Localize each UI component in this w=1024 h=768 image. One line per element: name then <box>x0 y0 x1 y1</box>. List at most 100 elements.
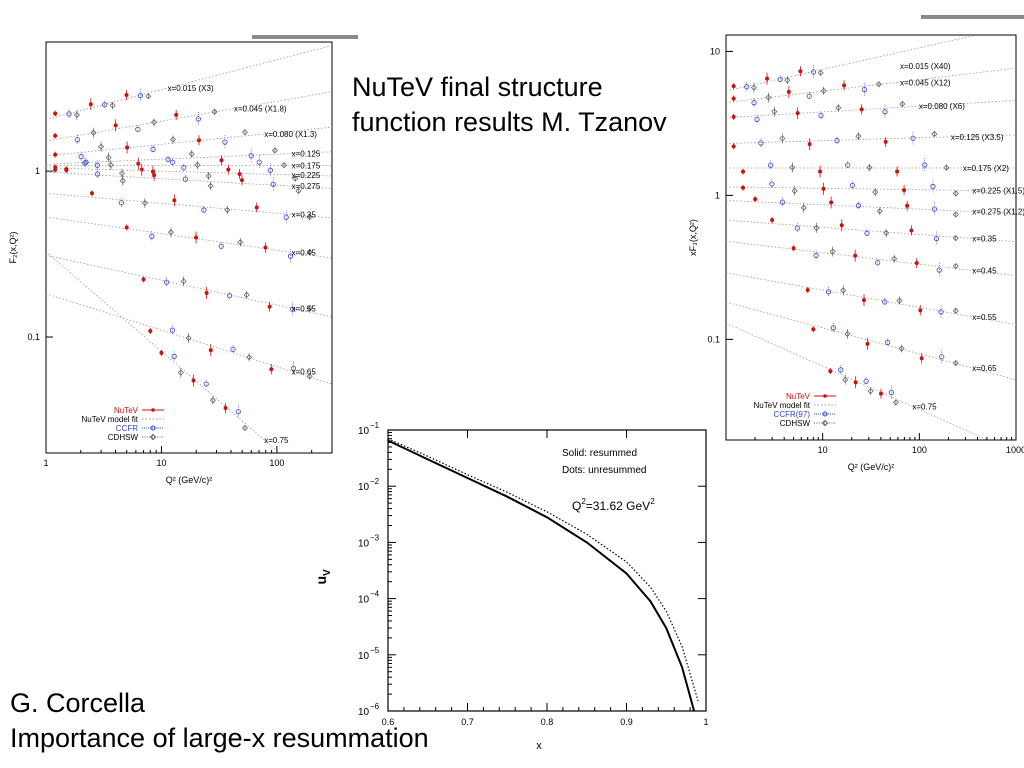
uv-y-tick-exponent: −2 <box>370 477 380 486</box>
uv-q2-part: 2 <box>650 497 655 506</box>
ccfr-point <box>864 230 870 236</box>
uv-chart: 0.6 0.7 0.8 0.9 1 10 −6 10 −5 10 −4 10 −3 10 −2 10 −1 Sol… <box>300 418 720 768</box>
nutev-point <box>89 191 94 196</box>
model-fit-curve <box>725 186 1017 192</box>
ccfr-point <box>267 167 273 173</box>
y-tick-label: 1 <box>35 166 40 176</box>
cdhsw-point <box>829 248 836 255</box>
cdhsw-point <box>952 211 959 218</box>
ccfr-point <box>818 112 824 119</box>
cdhsw-point <box>98 143 105 150</box>
nutev-point <box>829 200 834 205</box>
ccfr-point <box>825 289 832 295</box>
uv-plot-frame <box>387 429 707 712</box>
cdhsw-point <box>844 330 851 337</box>
nutev-point <box>223 406 228 411</box>
cdhsw-point <box>167 229 174 236</box>
nutev-point <box>842 83 847 88</box>
ccfr-point <box>102 102 108 108</box>
ccfr-point <box>861 87 868 93</box>
ccfr-point <box>855 203 862 209</box>
ccfr-point <box>754 116 760 123</box>
ccfr-point <box>845 162 851 168</box>
x-tick-label: 1000 <box>1006 445 1024 455</box>
cdhsw-point <box>194 162 201 169</box>
x-tick-label: 100 <box>269 458 284 468</box>
nutev-point <box>136 161 141 166</box>
nutev-point <box>914 261 919 266</box>
nutev-point <box>828 369 833 374</box>
legend-marker-cdhsw <box>149 433 157 441</box>
cdhsw-point <box>241 424 248 431</box>
ccfr-point <box>936 267 942 273</box>
cdhsw-point <box>180 278 187 285</box>
series-label: x=0.275 (X1.2) <box>972 208 1024 217</box>
cdhsw-point <box>800 204 807 211</box>
ccfr-point <box>290 365 297 371</box>
series-label: x=0.015 (X3) <box>168 84 214 93</box>
model-fit-curve <box>725 272 1017 325</box>
nutev-point <box>204 290 209 295</box>
model-fit-curve <box>45 151 333 165</box>
nutev-point <box>269 367 274 372</box>
cdhsw-point <box>109 102 116 109</box>
nutev-point <box>902 188 907 193</box>
ccfr-point <box>222 139 228 145</box>
series-label: x=0.55 <box>292 304 317 313</box>
nutev-point <box>113 123 118 128</box>
nutev-point <box>254 205 259 210</box>
nutev-point <box>174 112 179 117</box>
ccfr-point <box>182 176 189 182</box>
y-tick-label: 0.1 <box>707 334 720 344</box>
nutev-point <box>731 114 736 119</box>
nutev-point <box>53 111 58 116</box>
cdhsw-point <box>281 162 288 169</box>
series-label: x=0.175 (X2) <box>963 164 1009 173</box>
ccfr-point <box>922 162 928 168</box>
model-fit-curve <box>45 192 333 219</box>
nutev-point <box>53 167 58 172</box>
ccfr-point <box>933 235 940 242</box>
slide-footer: G. Corcella Importance of large-x resumm… <box>10 686 429 756</box>
nutev-point <box>798 69 803 74</box>
series-label: x=0.080 (X1.3) <box>264 130 317 139</box>
cdhsw-point <box>892 399 899 406</box>
nutev-point <box>152 173 157 178</box>
ccfr-point <box>137 92 143 99</box>
nutev-point <box>861 298 866 303</box>
nutev-point <box>878 391 883 396</box>
ccfr-point <box>768 162 774 168</box>
nutev-point <box>53 152 58 157</box>
nutev-point <box>148 328 153 333</box>
cdhsw-point <box>784 77 791 84</box>
x-axis-label: Q² (GeV/c)² <box>848 462 895 472</box>
cdhsw-point <box>185 335 192 342</box>
ccfr-point <box>849 182 856 188</box>
nutev-point <box>859 107 864 112</box>
cdhsw-point <box>241 129 248 136</box>
cdhsw-point <box>855 133 862 140</box>
series-label: x=0.65 <box>292 367 317 376</box>
cdhsw-point <box>151 119 158 126</box>
nutev-point <box>191 378 196 383</box>
nutev-point <box>795 111 800 116</box>
uv-x-tick-label: 0.8 <box>541 717 554 727</box>
uv-x-tick-label: 0.9 <box>620 717 633 727</box>
series-label: x=0.55 <box>972 313 997 322</box>
y-tick-label: 1 <box>715 190 720 200</box>
cdhsw-point <box>789 164 796 171</box>
uv-chart-svg: 0.6 0.7 0.8 0.9 110−610−510−410−310−210−1Sol… <box>313 421 709 752</box>
y-axis-label: xF₃(x,Q²) <box>688 219 698 256</box>
cdhsw-point <box>899 100 906 107</box>
ccfr-point <box>938 309 944 315</box>
ccfr-point <box>794 225 800 231</box>
cdhsw-point <box>90 129 97 136</box>
series-label: x=0.080 (X6) <box>919 102 965 111</box>
series-label: x=0.275 <box>292 182 321 191</box>
nutev-point <box>194 235 199 240</box>
cdhsw-point <box>73 111 80 118</box>
series-label: x=0.45 <box>972 267 997 276</box>
ccfr-point <box>910 135 916 141</box>
ccfr-point <box>806 93 812 99</box>
legend-label: CDHSW <box>780 419 811 428</box>
